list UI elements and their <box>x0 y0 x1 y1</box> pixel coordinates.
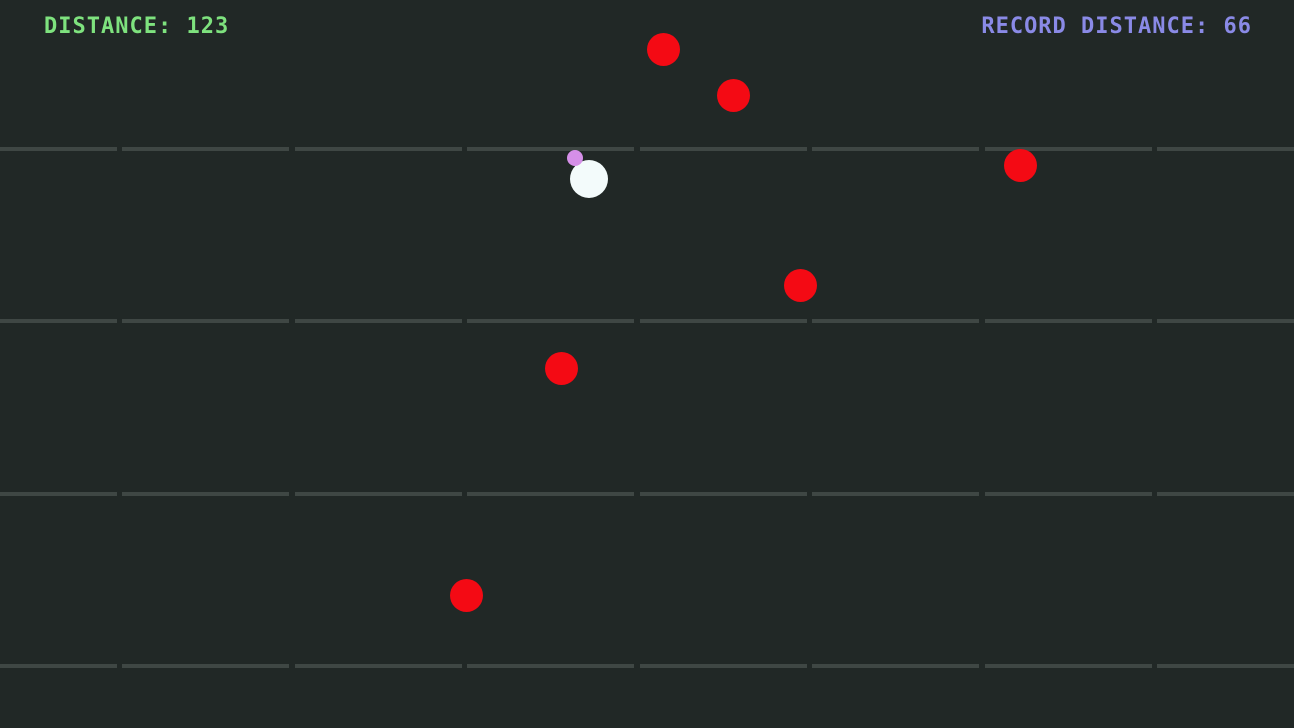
lane-segment <box>0 319 117 323</box>
lane-segment <box>467 664 634 668</box>
lane-line <box>0 664 1294 668</box>
lane-segment <box>467 492 634 496</box>
lane-segment <box>295 664 462 668</box>
lane-segment <box>1157 147 1294 151</box>
enemy-ball <box>717 79 750 112</box>
lane-line <box>0 147 1294 151</box>
lane-segment <box>985 147 1152 151</box>
companion-dot <box>567 150 583 166</box>
lane-segment <box>0 492 117 496</box>
lane-line <box>0 492 1294 496</box>
lane-segment <box>812 492 979 496</box>
lane-segment <box>985 319 1152 323</box>
lane-segment <box>467 147 634 151</box>
lane-segment <box>640 664 807 668</box>
lane-segment <box>122 664 289 668</box>
lane-segment <box>0 664 117 668</box>
enemy-ball <box>647 33 680 66</box>
lane-segment <box>812 664 979 668</box>
record-distance-counter: RECORD DISTANCE: 66 <box>981 14 1252 39</box>
lane-line <box>0 319 1294 323</box>
lane-segment <box>295 492 462 496</box>
lane-segment <box>640 147 807 151</box>
lane-segment <box>295 319 462 323</box>
lane-segment <box>985 492 1152 496</box>
lane-segment <box>0 147 117 151</box>
enemy-ball <box>784 269 817 302</box>
enemy-ball <box>1004 149 1037 182</box>
distance-counter: DISTANCE: 123 <box>44 14 230 39</box>
lane-segment <box>122 492 289 496</box>
lane-segment <box>640 492 807 496</box>
lane-segment <box>985 664 1152 668</box>
lane-segment <box>812 147 979 151</box>
enemy-ball <box>545 352 578 385</box>
lane-segment <box>1157 319 1294 323</box>
lane-segment <box>1157 664 1294 668</box>
player-ball[interactable] <box>570 160 608 198</box>
lane-segment <box>295 147 462 151</box>
lane-segment <box>640 319 807 323</box>
lane-segment <box>467 319 634 323</box>
enemy-ball <box>450 579 483 612</box>
lane-segment <box>122 319 289 323</box>
lane-segment <box>122 147 289 151</box>
lane-segment <box>812 319 979 323</box>
lane-segment <box>1157 492 1294 496</box>
